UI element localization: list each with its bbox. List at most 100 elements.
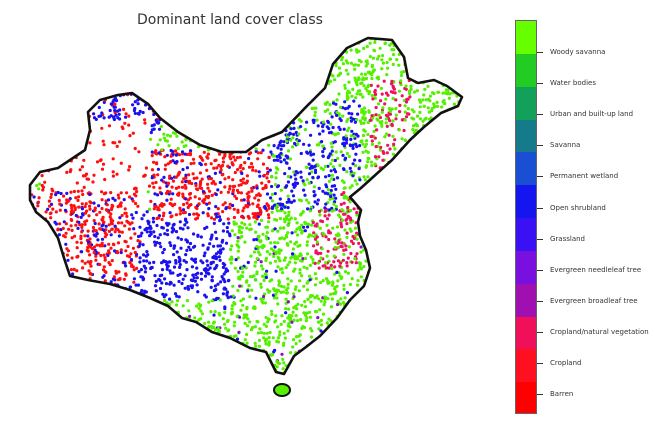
land-cover-point <box>101 92 105 96</box>
land-cover-point <box>336 246 340 250</box>
land-cover-point <box>85 177 89 181</box>
land-cover-point <box>386 197 390 201</box>
land-cover-point <box>368 369 372 373</box>
land-cover-point <box>326 120 330 124</box>
land-cover-point <box>418 298 422 302</box>
land-cover-point <box>154 289 158 293</box>
land-cover-point <box>64 370 68 374</box>
land-cover-point <box>338 163 342 167</box>
land-cover-point <box>81 212 85 216</box>
land-cover-point <box>36 324 40 328</box>
land-cover-point <box>413 170 417 174</box>
land-cover-point <box>365 356 369 360</box>
land-cover-point <box>342 180 346 185</box>
land-cover-point <box>398 110 402 114</box>
land-cover-point <box>438 201 442 206</box>
land-cover-point <box>356 356 360 360</box>
land-cover-point <box>213 357 217 361</box>
land-cover-point <box>457 323 461 327</box>
land-cover-point <box>244 351 248 355</box>
land-cover-point <box>111 329 115 333</box>
land-cover-point <box>425 138 429 142</box>
land-cover-point <box>334 170 338 174</box>
land-cover-point <box>342 283 346 287</box>
land-cover-point <box>274 56 278 61</box>
land-cover-point <box>383 228 387 232</box>
land-cover-point <box>190 181 194 186</box>
land-cover-point <box>88 310 92 314</box>
land-cover-point <box>292 170 296 174</box>
land-cover-point <box>366 301 370 306</box>
land-cover-point <box>71 309 75 313</box>
land-cover-point <box>261 232 265 236</box>
land-cover-point <box>42 304 46 308</box>
land-cover-point <box>119 248 123 252</box>
land-cover-point <box>176 351 180 355</box>
land-cover-point <box>440 271 445 276</box>
land-cover-point <box>459 378 462 381</box>
land-cover-point <box>113 141 117 145</box>
land-cover-point <box>323 102 327 106</box>
land-cover-point <box>338 302 343 306</box>
land-cover-point <box>428 188 432 192</box>
land-cover-point <box>428 330 432 334</box>
land-cover-point <box>433 302 437 306</box>
land-cover-point <box>197 133 201 138</box>
land-cover-point <box>155 35 158 38</box>
land-cover-point <box>243 321 247 325</box>
land-cover-point <box>125 79 129 83</box>
land-cover-point <box>219 165 223 169</box>
land-cover-point <box>346 61 350 65</box>
land-cover-point <box>144 254 148 258</box>
land-cover-point <box>407 271 411 276</box>
land-cover-point <box>246 69 250 73</box>
land-cover-point <box>427 355 431 359</box>
land-cover-point <box>291 310 295 314</box>
land-cover-point <box>43 35 46 38</box>
land-cover-point <box>150 124 154 128</box>
land-cover-point <box>264 315 268 320</box>
land-cover-point <box>246 205 250 209</box>
land-cover-point <box>341 258 345 262</box>
land-cover-point <box>103 177 107 182</box>
land-cover-point <box>73 76 77 80</box>
land-cover-point <box>69 224 73 228</box>
land-cover-point <box>364 142 368 146</box>
land-cover-point <box>139 78 143 82</box>
land-cover-point <box>449 38 453 41</box>
land-cover-point <box>211 142 215 147</box>
land-cover-point <box>279 290 283 294</box>
land-cover-point <box>441 58 445 62</box>
land-cover-point <box>408 297 412 301</box>
land-cover-point <box>264 183 268 188</box>
land-cover-point <box>429 155 433 159</box>
land-cover-point <box>236 256 240 260</box>
land-cover-point <box>376 372 380 374</box>
land-cover-point <box>229 373 234 374</box>
land-cover-point <box>444 189 448 193</box>
land-cover-point <box>291 345 295 349</box>
land-cover-point <box>233 158 237 162</box>
land-cover-point <box>71 358 75 362</box>
land-cover-point <box>296 142 300 146</box>
land-cover-point <box>312 62 316 66</box>
land-cover-point <box>116 241 121 245</box>
land-cover-point <box>65 282 69 286</box>
land-cover-point <box>51 365 56 369</box>
land-cover-point <box>257 222 261 226</box>
land-cover-point <box>46 82 50 86</box>
land-cover-point <box>312 165 316 169</box>
land-cover-point <box>30 131 33 135</box>
land-cover-point <box>394 370 398 374</box>
land-cover-point <box>203 345 207 349</box>
land-cover-point <box>271 373 275 374</box>
land-cover-point <box>60 337 64 341</box>
land-cover-point <box>145 348 149 352</box>
land-cover-point <box>187 41 191 45</box>
land-cover-point <box>192 95 196 99</box>
land-cover-point <box>366 296 370 300</box>
land-cover-point <box>72 267 76 271</box>
land-cover-point <box>361 226 365 230</box>
land-cover-point <box>209 333 213 337</box>
land-cover-point <box>283 75 287 79</box>
